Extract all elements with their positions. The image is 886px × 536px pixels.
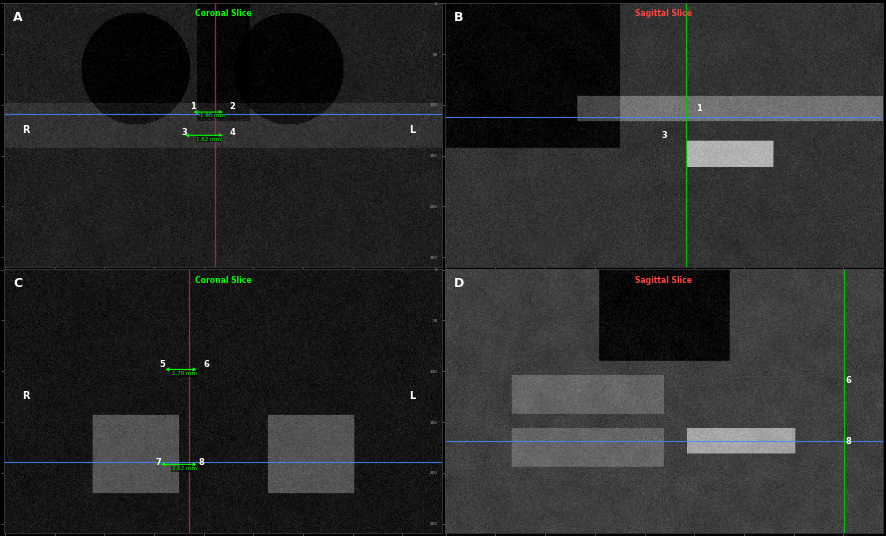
Text: 2: 2 [229, 102, 235, 111]
Text: 4: 4 [229, 128, 235, 137]
Text: 1.78 mm: 1.78 mm [172, 371, 197, 376]
Text: 3: 3 [181, 128, 187, 137]
Text: L: L [408, 124, 415, 135]
Text: 8: 8 [844, 437, 850, 446]
Text: 1.62 mm: 1.62 mm [196, 137, 221, 142]
Text: 1.90 mm: 1.90 mm [200, 113, 225, 118]
Text: 8: 8 [198, 458, 205, 467]
Text: D: D [454, 277, 463, 290]
Text: Sagittal Slice: Sagittal Slice [634, 9, 692, 18]
Text: L: L [408, 391, 415, 401]
Text: 3: 3 [661, 131, 666, 140]
Text: 6: 6 [844, 376, 850, 385]
Text: C: C [13, 277, 22, 290]
Text: R: R [22, 391, 29, 401]
Text: Sagittal Slice: Sagittal Slice [634, 276, 692, 285]
Text: R: R [22, 124, 29, 135]
Text: 5: 5 [159, 360, 165, 369]
Text: Coronal Slice: Coronal Slice [195, 9, 251, 18]
Text: Coronal Slice: Coronal Slice [195, 276, 251, 285]
Text: 1: 1 [190, 102, 196, 111]
Text: B: B [454, 11, 463, 24]
Text: 1: 1 [696, 105, 702, 114]
Text: 2.62 mm: 2.62 mm [172, 466, 197, 472]
Text: A: A [13, 11, 23, 24]
Text: 7: 7 [155, 458, 160, 467]
Text: 6: 6 [203, 360, 209, 369]
